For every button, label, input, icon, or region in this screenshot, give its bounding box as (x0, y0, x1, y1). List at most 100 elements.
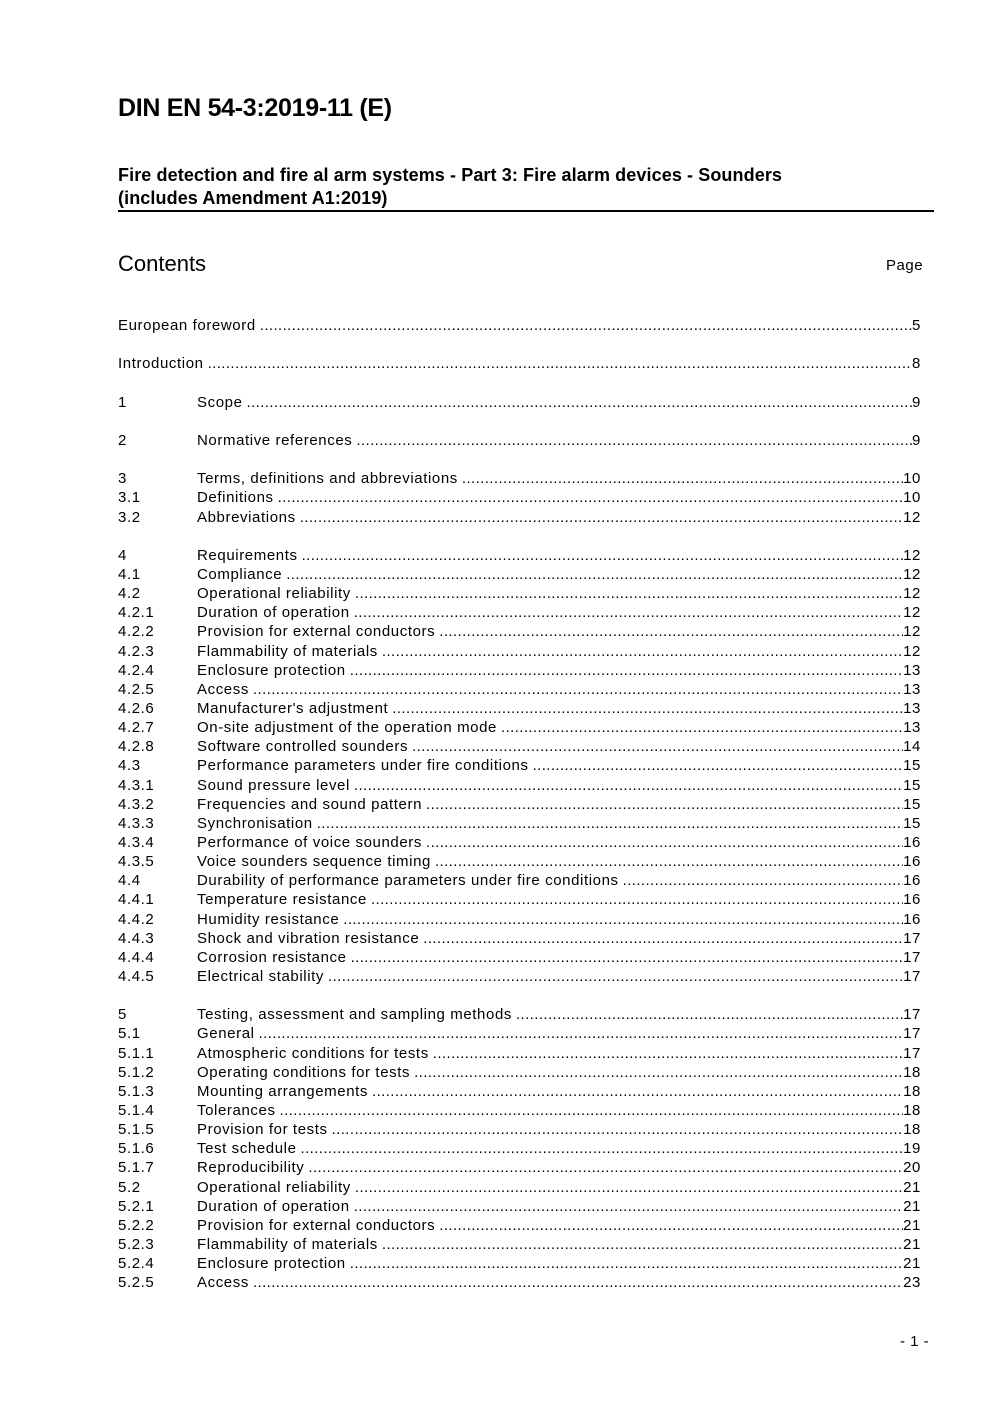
toc-entry-page: 16 (903, 853, 921, 871)
toc-entry-title: Scope (197, 393, 243, 411)
toc-entry[interactable]: 5.2.2 Provision for external conductors..… (118, 1216, 921, 1235)
toc-entry-title: Flammability of materials (197, 1236, 378, 1254)
toc-entry-number: 5.2.1 (118, 1197, 155, 1215)
toc-entry[interactable]: 5.1.4 Tolerances.........................… (118, 1101, 921, 1120)
toc-entry[interactable]: 4.2.7 On-site adjustment of the operation… (118, 718, 921, 737)
page-number: - 1 - (900, 1333, 930, 1350)
toc-entry-title: Testing, assessment and sampling methods (197, 1006, 512, 1024)
toc-dot-leader: ........................................… (258, 1025, 904, 1043)
toc-entry-number: 5.1.7 (118, 1159, 155, 1177)
toc-entry[interactable]: 4.2.1 Duration of operation..............… (118, 603, 921, 622)
toc-entry-number: 5 (118, 1006, 127, 1024)
toc-entry-page: 18 (903, 1102, 921, 1120)
toc-dot-leader: ........................................… (501, 719, 903, 737)
toc-entry[interactable]: 5.1.2 Operating conditions for tests.....… (118, 1063, 921, 1082)
toc-dot-leader: ........................................… (277, 489, 904, 507)
toc-entry[interactable]: 4.2.4 Enclosure protection...............… (118, 661, 921, 680)
toc-dot-leader: ........................................… (350, 948, 904, 966)
toc-dot-leader: ........................................… (439, 1216, 904, 1234)
toc-entry-number: 4.3.1 (118, 776, 155, 794)
toc-entry[interactable]: 4.3.2 Frequencies and sound pattern......… (118, 795, 921, 814)
toc-entry[interactable]: 4 Requirements...........................… (118, 546, 921, 565)
toc-dot-leader: ........................................… (622, 872, 903, 890)
toc-entry-page: 21 (903, 1255, 921, 1273)
toc-dot-leader: ........................................… (439, 623, 904, 641)
toc-entry[interactable]: 4.1 Compliance...........................… (118, 565, 921, 584)
toc-entry[interactable]: 4.2 Operational reliability..............… (118, 584, 921, 603)
toc-entry[interactable]: 4.4 Durability of performance parameters … (118, 871, 921, 890)
toc-entry-page: 17 (903, 948, 921, 966)
toc-entry-title: Atmospheric conditions for tests (197, 1044, 429, 1062)
toc-entry-number: 4.4.3 (118, 929, 155, 947)
toc-entry[interactable]: 5.2 Operational reliability..............… (118, 1178, 921, 1197)
toc-entry-title: General (197, 1025, 255, 1043)
toc-entry[interactable]: 4.3.4 Performance of voice sounders......… (118, 833, 921, 852)
toc-entry[interactable]: 2 Normative references...................… (118, 431, 921, 450)
toc-entry[interactable]: 5.1.3 Mounting arrangements..............… (118, 1082, 921, 1101)
toc-dot-leader: ........................................… (392, 700, 904, 718)
toc-entry-page: 18 (903, 1063, 921, 1081)
toc-entry[interactable]: 5.1.5 Provision for tests................… (118, 1120, 921, 1139)
toc-entry[interactable]: 5.2.3 Flammability of materials..........… (118, 1235, 921, 1254)
toc-entry[interactable]: 4.3 Performance parameters under fire con… (118, 756, 921, 775)
toc-entry-number: 4.2.2 (118, 623, 155, 641)
toc-entry-title: Operational reliability (197, 585, 351, 603)
toc-entry[interactable]: 3.2 Abbreviations........................… (118, 508, 921, 527)
toc-entry[interactable]: 1 Scope..................................… (118, 393, 921, 412)
toc-dot-leader: ........................................… (300, 1140, 904, 1158)
toc-dot-leader: ........................................… (381, 642, 903, 660)
toc-entry[interactable]: 3 Terms, definitions and abbreviations...… (118, 469, 921, 488)
toc-entry[interactable]: 5.2.1 Duration of operation..............… (118, 1197, 921, 1216)
toc-dot-leader: ........................................… (432, 1044, 904, 1062)
toc-entry-number: 5.1.2 (118, 1063, 155, 1081)
toc-entry[interactable]: 4.3.3 Synchronisation....................… (118, 814, 921, 833)
toc-entry-page: 16 (903, 891, 921, 909)
toc-entry-title: Humidity resistance (197, 910, 340, 928)
toc-dot-leader: ........................................… (207, 355, 912, 373)
toc-entry-title: Electrical stability (197, 968, 325, 986)
toc-entry[interactable]: 4.2.6 Manufacturer's adjustment..........… (118, 699, 921, 718)
toc-entry[interactable]: 5.1.1 Atmospheric conditions for tests...… (118, 1044, 921, 1063)
toc-entry[interactable]: 4.4.1 Temperature resistance.............… (118, 890, 921, 909)
toc-entry[interactable]: 4.4.4 Corrosion resistance...............… (118, 948, 921, 967)
toc-entry-number: 5.1 (118, 1025, 141, 1043)
toc-entry[interactable]: Introduction............................… (118, 354, 921, 373)
toc-entry[interactable]: 4.2.8 Software controlled sounders.......… (118, 737, 921, 756)
toc-dot-leader: ........................................… (426, 834, 903, 852)
toc-entry-title: Test schedule (197, 1140, 297, 1158)
toc-entry-number: 5.2.3 (118, 1236, 155, 1254)
toc-entry-number: 4.4.5 (118, 968, 155, 986)
toc-entry[interactable]: 4.2.5 Access.............................… (118, 680, 921, 699)
toc-entry-title: Software controlled sounders (197, 738, 409, 756)
toc-entry[interactable]: 4.2.3 Flammability of materials..........… (118, 642, 921, 661)
toc-entry[interactable]: 5.1.6 Test schedule......................… (118, 1139, 921, 1158)
toc-entry-number: 4.2.8 (118, 738, 155, 756)
toc-entry-number: 5.1.5 (118, 1121, 155, 1139)
toc-entry[interactable]: 4.3.5 Voice sounders sequence timing.....… (118, 852, 921, 871)
toc-dot-leader: ........................................… (349, 661, 903, 679)
toc-entry-page: 21 (903, 1216, 921, 1234)
toc-entry[interactable]: 4.4.5 Electrical stability...............… (118, 967, 921, 986)
toc-entry[interactable]: 4.2.2 Provision for external conductors..… (118, 622, 921, 641)
page-column-label: Page (886, 257, 924, 274)
toc-entry-title: Duration of operation (197, 1197, 350, 1215)
toc-entry-title: Operating conditions for tests (197, 1063, 411, 1081)
toc-group: 1 Scope..................................… (118, 393, 921, 412)
toc-entry-title: Enclosure protection (197, 661, 346, 679)
toc-entry[interactable]: 3.1 Definitions..........................… (118, 488, 921, 507)
toc-entry[interactable]: 5.1.7 Reproducibility....................… (118, 1158, 921, 1177)
toc-entry[interactable]: 5.2.5 Access.............................… (118, 1273, 921, 1292)
toc-entry[interactable]: 4.4.3 Shock and vibration resistance.....… (118, 929, 921, 948)
toc-entry[interactable]: 4.4.2 Humidity resistance................… (118, 910, 921, 929)
toc-entry[interactable]: 5 Testing, assessment and sampling method… (118, 1005, 921, 1024)
toc-entry-page: 14 (903, 738, 921, 756)
toc-dot-leader: ........................................… (316, 814, 903, 832)
toc-entry[interactable]: 4.3.1 Sound pressure level...............… (118, 776, 921, 795)
title-divider (118, 210, 934, 212)
toc-entry[interactable]: 5.2.4 Enclosure protection...............… (118, 1254, 921, 1273)
toc-entry[interactable]: European foreword.......................… (118, 316, 921, 335)
toc-entry-page: 13 (903, 719, 921, 737)
toc-entry[interactable]: 5.1 General..............................… (118, 1024, 921, 1043)
toc-dot-leader: ........................................… (372, 1082, 903, 1100)
toc-entry-title: Enclosure protection (197, 1255, 346, 1273)
